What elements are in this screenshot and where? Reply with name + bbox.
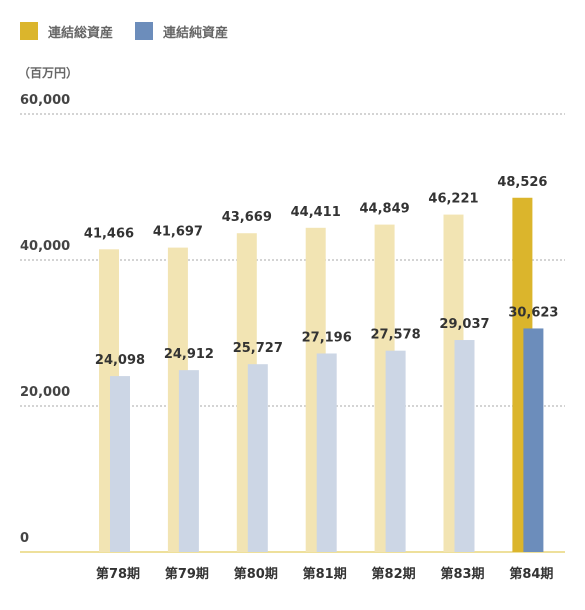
y-tick-label-60000: 60,000 [20,93,70,108]
x-tick-label-5: 第82期 [372,566,416,582]
x-tick-label-3: 第80期 [234,566,278,582]
data-label-net-assets-2: 24,912 [164,347,214,362]
bar-net-assets-3 [247,364,268,552]
legend-item-total-assets: 連結総資産 [20,22,113,41]
legend-swatch-total-assets [20,22,38,40]
x-tick-label-1: 第78期 [96,566,140,582]
bar-net-assets-6 [454,340,475,552]
data-label-net-assets-5: 27,578 [371,328,421,343]
data-label-total-assets-6: 46,221 [428,192,478,207]
y-tick-label-20000: 20,000 [20,385,70,400]
data-label-total-assets-4: 44,411 [291,205,341,220]
legend: 連結総資産 連結純資産 [20,20,250,42]
data-label-net-assets-6: 29,037 [439,317,489,332]
data-label-total-assets-5: 44,849 [360,202,410,217]
x-tick-label-7: 第84期 [509,566,553,582]
data-label-total-assets-2: 41,697 [153,225,203,240]
legend-label-total-assets: 連結総資産 [48,25,114,41]
data-label-net-assets-7: 30,623 [508,305,558,320]
data-label-net-assets-3: 25,727 [233,341,283,356]
data-label-total-assets-7: 48,526 [497,175,547,190]
data-label-net-assets-4: 27,196 [302,330,352,345]
y-tick-label-0: 0 [20,531,29,546]
x-tick-label-6: 第83期 [440,566,484,582]
data-label-total-assets-3: 43,669 [222,210,272,225]
bar-net-assets-2 [178,370,199,552]
data-label-net-assets-1: 24,098 [95,353,145,368]
legend-item-net-assets: 連結純資産 [135,22,228,41]
y-tick-label-40000: 40,000 [20,239,70,254]
data-label-total-assets-1: 41,466 [84,226,134,241]
bar-net-assets-5 [385,350,406,552]
legend-label-net-assets: 連結純資産 [163,25,229,41]
legend-swatch-net-assets [135,22,154,40]
bar-net-assets-1 [110,376,130,552]
bar-net-assets-4 [316,353,337,552]
y-axis-unit-label: （百万円） [18,66,79,80]
x-tick-label-4: 第81期 [303,566,347,582]
x-tick-label-2: 第79期 [165,566,209,582]
bar-net-assets-7 [523,328,544,552]
